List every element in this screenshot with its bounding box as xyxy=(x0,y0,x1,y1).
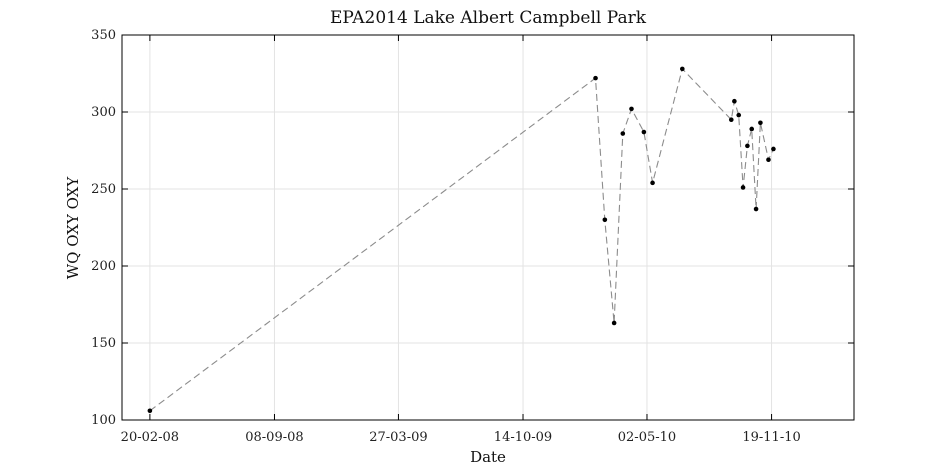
data-point xyxy=(732,98,737,104)
y-tick-label: 250 xyxy=(91,182,116,197)
data-point xyxy=(728,117,734,122)
data-point xyxy=(641,129,647,135)
x-tick-label: 19-11-10 xyxy=(742,430,800,445)
data-point xyxy=(602,217,608,223)
data-point xyxy=(749,126,755,132)
x-tick-label: 20-02-08 xyxy=(121,430,179,445)
data-point xyxy=(611,320,617,326)
x-axis-label: Date xyxy=(470,448,506,466)
y-tick-label: 200 xyxy=(91,259,116,274)
data-point xyxy=(593,75,598,81)
y-tick-label: 100 xyxy=(91,413,116,428)
x-tick-label: 02-05-10 xyxy=(618,430,676,445)
data-point xyxy=(629,106,634,112)
y-tick-label: 350 xyxy=(91,28,116,43)
data-point xyxy=(766,157,771,163)
chart-title: EPA2014 Lake Albert Campbell Park xyxy=(330,8,647,28)
data-point xyxy=(147,408,153,414)
plot-frame xyxy=(121,34,855,421)
x-tick-label: 27-03-09 xyxy=(369,430,427,445)
data-point xyxy=(736,112,742,118)
y-axis-label: WQ OXY OXY xyxy=(64,176,82,280)
series-group xyxy=(147,66,776,414)
data-point xyxy=(745,143,750,149)
x-tick-label: 08-09-08 xyxy=(245,430,303,445)
y-tick-label: 300 xyxy=(91,105,116,120)
data-point xyxy=(650,180,655,186)
data-point xyxy=(771,146,776,152)
x-tick-label: 14-10-09 xyxy=(494,430,552,445)
data-point xyxy=(753,206,759,212)
data-point xyxy=(740,185,746,190)
y-tick-label: 150 xyxy=(91,336,116,351)
data-point xyxy=(680,66,685,72)
data-point xyxy=(758,120,763,126)
ticks: 100 150 200 250 300 350 20-02-08 08-09-08 27-03-… xyxy=(91,28,854,445)
data-point xyxy=(620,131,626,136)
